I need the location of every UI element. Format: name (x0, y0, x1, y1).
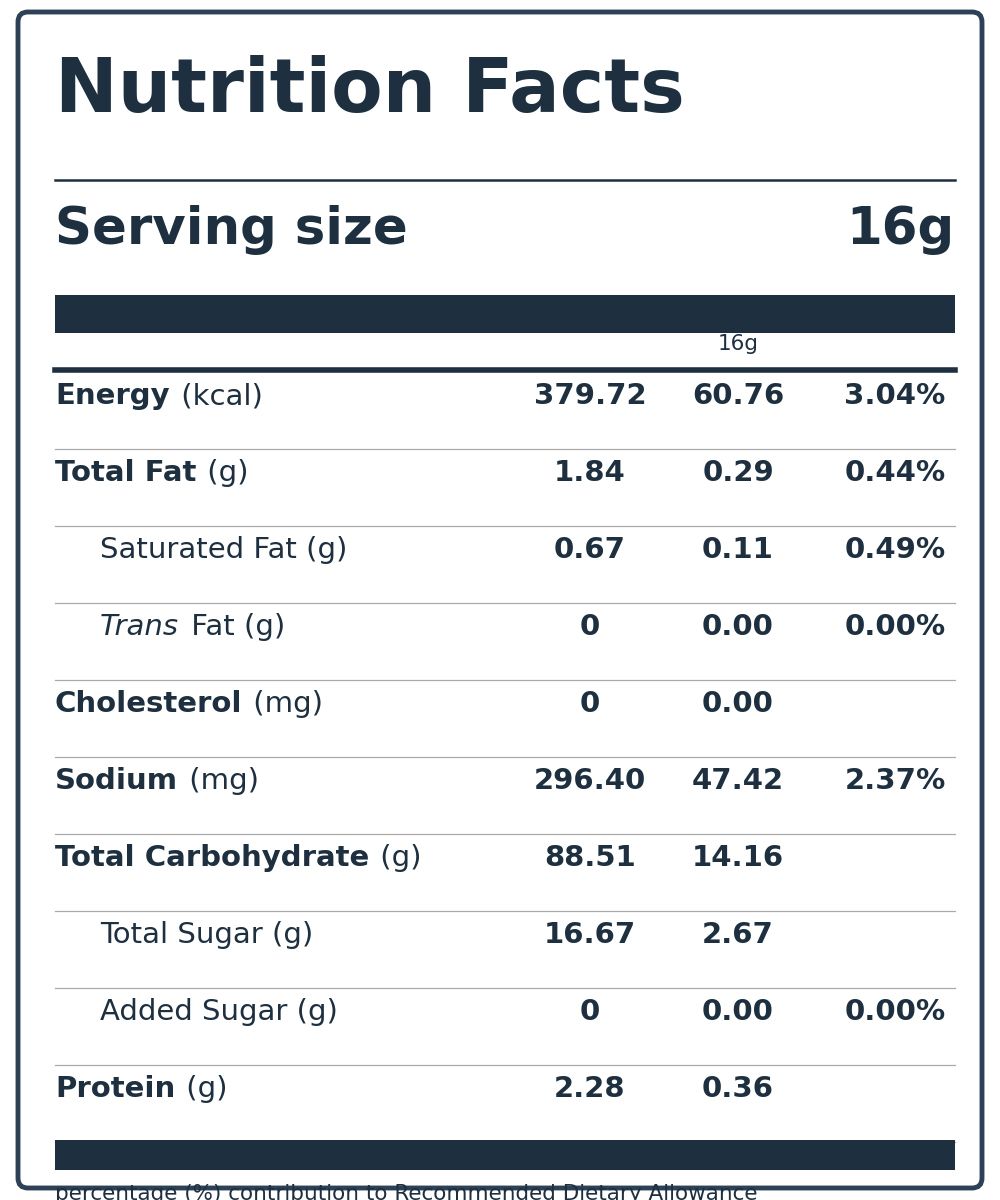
Text: Per 100 g: Per 100 g (539, 310, 641, 330)
Text: 16g: 16g (847, 205, 955, 254)
Text: 0: 0 (580, 690, 600, 718)
Bar (55, 1140, 955, 1170)
Text: (g): (g) (198, 458, 249, 487)
Text: 47.42: 47.42 (692, 767, 784, 794)
Text: (g): (g) (177, 1075, 228, 1103)
Text: 1.84: 1.84 (554, 458, 626, 487)
Text: Total Fat: Total Fat (55, 458, 196, 487)
Text: 0.00%: 0.00% (844, 613, 946, 641)
Text: 0: 0 (580, 998, 600, 1026)
Text: 16.67: 16.67 (544, 922, 636, 949)
Text: Trans: Trans (100, 613, 179, 641)
Text: Saturated Fat (g): Saturated Fat (g) (100, 536, 347, 564)
Text: Protein: Protein (55, 1075, 175, 1103)
Text: 0.67: 0.67 (554, 536, 626, 564)
Text: 0.11: 0.11 (702, 536, 774, 564)
Text: 0.00: 0.00 (702, 998, 774, 1026)
Text: 379.72: 379.72 (534, 382, 646, 410)
FancyBboxPatch shape (18, 12, 982, 1188)
Text: 2.67: 2.67 (702, 922, 774, 949)
Bar (55, 295, 955, 332)
Text: 0.49%: 0.49% (844, 536, 946, 564)
Text: Nutrition Facts: Nutrition Facts (55, 55, 685, 128)
Text: 0.29: 0.29 (702, 458, 774, 487)
Text: 3.04%: 3.04% (844, 382, 946, 410)
Text: percentage (%) contribution to Recommended Dietary Allowance: percentage (%) contribution to Recommend… (55, 1184, 758, 1200)
Text: 2.28: 2.28 (554, 1075, 626, 1103)
Text: Added Sugar (g): Added Sugar (g) (100, 998, 338, 1026)
Text: Total Sugar (g): Total Sugar (g) (100, 922, 313, 949)
Text: 0.00: 0.00 (702, 613, 774, 641)
Text: 60.76: 60.76 (692, 382, 784, 410)
Text: 0.36: 0.36 (702, 1075, 774, 1103)
Text: % RDA: % RDA (858, 310, 932, 330)
Text: (kcal): (kcal) (172, 382, 262, 410)
Text: 2.37%: 2.37% (844, 767, 946, 794)
Text: (mg): (mg) (180, 767, 259, 794)
Text: 296.40: 296.40 (534, 767, 646, 794)
Text: 88.51: 88.51 (544, 844, 636, 872)
Text: Serving size: Serving size (55, 205, 408, 254)
Text: (mg): (mg) (244, 690, 324, 718)
Text: 0: 0 (580, 613, 600, 641)
Text: 0.44%: 0.44% (844, 458, 946, 487)
Text: (g): (g) (371, 844, 422, 872)
Text: Total Carbohydrate: Total Carbohydrate (55, 844, 369, 872)
Text: Per Serving
16g: Per Serving 16g (676, 310, 800, 354)
Text: Energy: Energy (55, 382, 170, 410)
Text: 14.16: 14.16 (692, 844, 784, 872)
Text: Cholesterol: Cholesterol (55, 690, 242, 718)
Text: Fat (g): Fat (g) (182, 613, 285, 641)
Text: 0.00: 0.00 (702, 690, 774, 718)
Text: Sodium: Sodium (55, 767, 178, 794)
Text: 0.00%: 0.00% (844, 998, 946, 1026)
